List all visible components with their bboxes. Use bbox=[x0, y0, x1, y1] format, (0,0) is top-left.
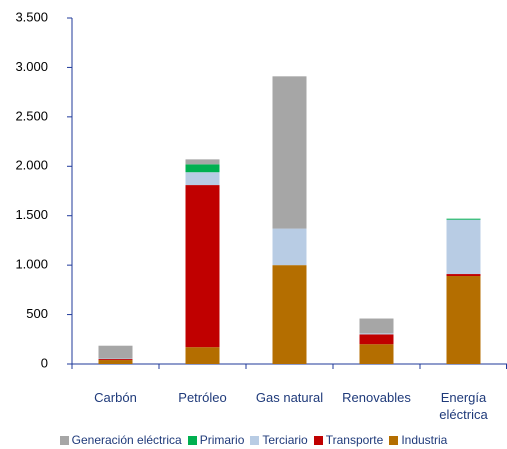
legend-label: Primario bbox=[199, 433, 245, 447]
bar-segment bbox=[185, 172, 220, 186]
bar-segment bbox=[359, 318, 394, 334]
legend-swatch bbox=[187, 435, 197, 445]
bar-segment bbox=[98, 359, 133, 361]
bar-segment bbox=[272, 228, 307, 266]
x-tick-label: Gas natural bbox=[255, 390, 324, 405]
bar-segment bbox=[98, 345, 133, 359]
legend-label: Transporte bbox=[325, 433, 384, 447]
legend-label: Terciario bbox=[262, 433, 308, 447]
bar-segment bbox=[446, 274, 481, 277]
bar-segment bbox=[446, 276, 481, 364]
x-tick-label: Petróleo bbox=[178, 390, 227, 405]
y-tick-label: 0 bbox=[41, 355, 48, 370]
legend-swatch bbox=[313, 435, 323, 445]
bar-segment bbox=[185, 185, 220, 348]
bar-segment bbox=[446, 219, 481, 275]
legend-item: Transporte bbox=[313, 433, 384, 447]
bar-segment bbox=[98, 360, 133, 364]
bar-segment bbox=[185, 164, 220, 173]
legend-label: Generación eléctrica bbox=[71, 433, 182, 447]
legend-item: Primario bbox=[187, 433, 245, 447]
x-tick-label: Carbón bbox=[94, 390, 137, 405]
bar-segment bbox=[359, 334, 394, 345]
y-tick-label: 1.500 bbox=[15, 207, 48, 222]
chart: 0 500 1.000 1.500 2.000 2.500 3.000 3.500 bbox=[15, 9, 507, 370]
y-tick-label: 500 bbox=[26, 306, 48, 321]
bar-segment bbox=[185, 159, 220, 165]
y-tick-label: 1.000 bbox=[15, 257, 48, 272]
x-tick-label: Energía eléctrica bbox=[439, 390, 488, 422]
y-tick-label: 2.000 bbox=[15, 158, 48, 173]
legend-label: Industria bbox=[401, 433, 448, 447]
bar-segment bbox=[359, 344, 394, 364]
y-tick-label: 3.500 bbox=[15, 9, 48, 24]
legend-swatch bbox=[389, 435, 399, 445]
legend-item: Generación eléctrica bbox=[59, 433, 182, 447]
legend-item: Terciario bbox=[250, 433, 308, 447]
legend: Generación eléctrica Primario Terciario Tra… bbox=[0, 433, 507, 447]
bar-segment bbox=[272, 265, 307, 364]
legend-swatch bbox=[250, 435, 260, 445]
bar-segment bbox=[185, 347, 220, 364]
y-tick-label: 2.500 bbox=[15, 108, 48, 123]
legend-item: Industria bbox=[389, 433, 447, 447]
bar-segment bbox=[359, 333, 394, 335]
bar-segment bbox=[446, 218, 481, 220]
x-tick-label: Renovables bbox=[342, 390, 411, 405]
legend-swatch bbox=[59, 435, 69, 445]
y-tick-label: 3.000 bbox=[15, 59, 48, 74]
bar-segment bbox=[272, 76, 307, 229]
